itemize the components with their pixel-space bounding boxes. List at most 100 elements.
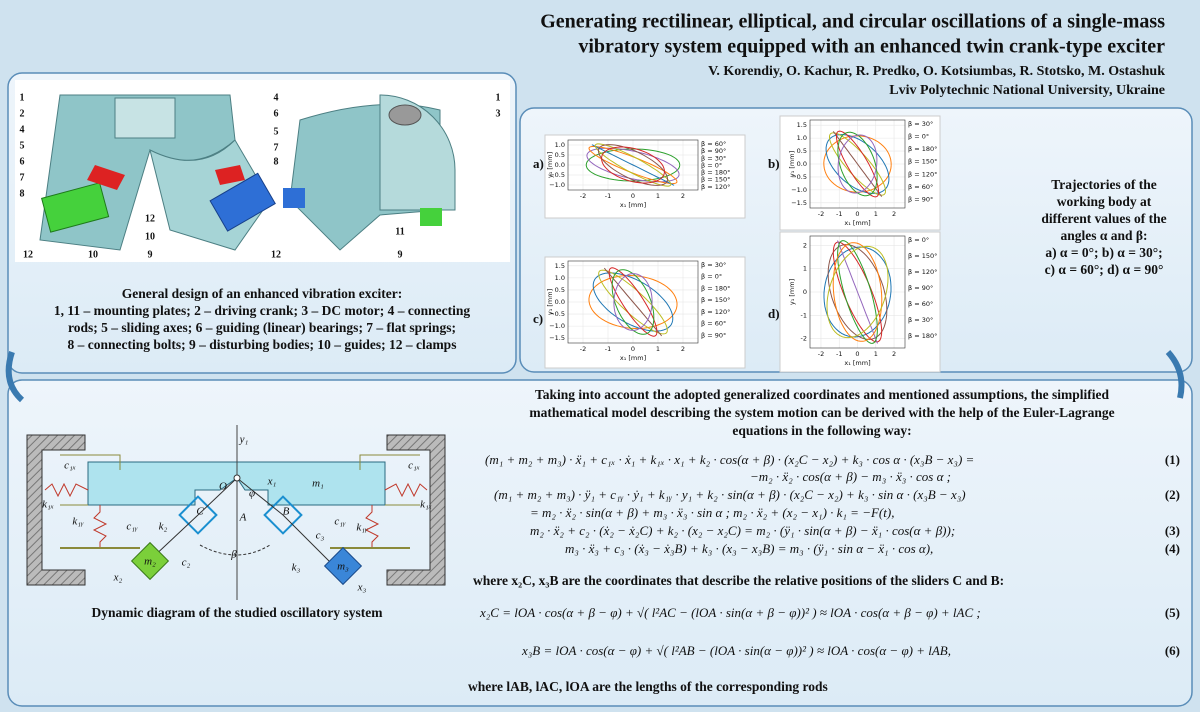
legend-entry: β = 30°: [701, 261, 726, 269]
y-tick-label: −0.5: [549, 310, 565, 318]
legend-entry: β = 60°: [701, 140, 726, 148]
plot-label: b): [768, 156, 780, 171]
trajectory: [837, 131, 878, 197]
legend-entry: β = 90°: [908, 284, 933, 292]
legend-entry: β = 60°: [908, 300, 933, 308]
legend-entry: β = 0°: [908, 133, 929, 141]
equation-number: (1): [1165, 452, 1180, 467]
diagram-label: x₁: [267, 476, 277, 488]
part-label: 6: [274, 108, 279, 119]
x-tick-label: -2: [818, 210, 824, 218]
title: vibratory system equipped with an enhanc…: [578, 36, 1165, 58]
diagram-label: m₂: [144, 556, 156, 568]
trajectory: [835, 130, 880, 198]
x-tick-label: -1: [605, 192, 611, 200]
y-tick-label: 0.5: [555, 286, 565, 294]
trajectory: [594, 143, 672, 187]
y-tick-label: −1.5: [791, 199, 807, 207]
trajectory: [613, 273, 653, 331]
legend-entry: β = 150°: [701, 176, 730, 184]
diagram-label: k₁ₓ: [42, 499, 54, 511]
y-tick-label: 0.0: [555, 298, 565, 306]
axes: [809, 235, 906, 349]
y-tick-label: −0.5: [791, 173, 807, 181]
diagram-caption: Dynamic diagram of the studied oscillato…: [92, 605, 384, 620]
diagram-label: β: [230, 549, 237, 561]
legend-entry: β = 120°: [701, 308, 730, 316]
authors: V. Korendiy, O. Kachur, R. Predko, O. Ko…: [708, 64, 1165, 79]
part-label: 2: [20, 108, 25, 119]
plot-label: d): [768, 306, 780, 321]
y-tick-label: 0: [803, 288, 807, 296]
arrow: [1165, 349, 1185, 399]
trajectory: [588, 145, 678, 185]
x-tick-label: -1: [836, 210, 842, 218]
x-tick-label: -2: [580, 192, 586, 200]
y-tick-label: -1: [801, 311, 807, 319]
diagram-label: m₃: [337, 561, 349, 573]
equation-line: x₂C = lOA · cos(α + β − φ) + √( l²AC − (…: [479, 605, 981, 620]
part-label: 12: [271, 249, 281, 260]
y-axis-label: y₁ [mm]: [546, 152, 554, 178]
y-tick-label: 0.5: [797, 147, 807, 155]
caption-line: working body at: [1057, 194, 1152, 209]
legend-entry: β = 60°: [908, 183, 933, 191]
trajectory: [832, 241, 883, 343]
legend-entry: β = 180°: [908, 145, 937, 153]
where-text: where lAB, lAC, lOA are the lengths of t…: [468, 679, 828, 694]
diagram-label: B: [283, 506, 290, 518]
plot-label: a): [533, 156, 544, 171]
part-label: 12: [145, 213, 155, 224]
legend-entry: β = 180°: [908, 332, 937, 340]
legend-entry: β = 150°: [908, 252, 937, 260]
part-label: 12: [23, 249, 33, 260]
part-label: 11: [395, 226, 404, 237]
y-tick-label: 1.5: [797, 121, 807, 129]
caption-line: 1, 11 – mounting plates; 2 – driving cra…: [54, 303, 470, 318]
y-tick-label: 1.0: [555, 274, 565, 282]
y-tick-label: 1: [803, 265, 807, 273]
equation-number: (5): [1165, 605, 1180, 620]
diagram-label: k₃: [292, 562, 301, 574]
y-tick-label: 2: [803, 241, 807, 249]
legend-entry: β = 120°: [908, 268, 937, 276]
equation-number: (2): [1165, 487, 1180, 502]
x-tick-label: -2: [818, 350, 824, 358]
legend-entry: β = 0°: [908, 236, 929, 244]
diagram-label: x₃: [357, 582, 367, 594]
x-tick-label: -1: [605, 345, 611, 353]
y-tick-label: −1.0: [549, 181, 565, 189]
diagram-label: A: [239, 512, 247, 524]
trajectory: [837, 134, 878, 194]
equation-line: (m₁ + m₂ + m₃) · ÿ₁ + c₁ᵧ · ẏ₁ + k₁ᵧ · y…: [494, 487, 966, 502]
trajectory: [823, 246, 892, 338]
y-tick-label: 1.0: [797, 134, 807, 142]
equation-line: m₃ · ẍ₃ + c₃ · (ẋ₃ − ẋ₃B) + k₃ · (x₃ − x…: [565, 541, 933, 556]
diagram-label: k₂: [159, 521, 168, 533]
diagram-label: c₁ₓ: [64, 460, 76, 472]
y-tick-label: 1.0: [555, 141, 565, 149]
x-tick-label: 2: [892, 210, 896, 218]
trajectory: [837, 240, 878, 344]
caption-line: c) α = 60°; d) α = 90°: [1045, 262, 1164, 277]
legend-entry: β = 90°: [701, 331, 726, 339]
part-label: 1: [496, 92, 501, 103]
axes: [809, 119, 906, 209]
dynamic-diagram: [26, 425, 446, 600]
trajectory: [837, 240, 878, 344]
x-tick-label: -1: [836, 350, 842, 358]
affiliation: Lviv Polytechnic National University, Uk…: [889, 83, 1165, 98]
x-tick-label: 1: [656, 345, 660, 353]
y-tick-label: 1.5: [555, 262, 565, 270]
diagram-label: y₁: [239, 434, 249, 446]
x-axis-label: x₁ [mm]: [620, 201, 646, 209]
plot-frame: [544, 256, 746, 369]
y-axis-label: y₁ [mm]: [546, 289, 554, 315]
legend-entry: β = 30°: [908, 120, 933, 128]
diagram-label: φ: [249, 488, 255, 500]
diagram-label: c₃: [316, 530, 325, 542]
y-tick-label: 0.0: [797, 160, 807, 168]
trajectory: [598, 144, 668, 186]
x-tick-label: 2: [892, 350, 896, 358]
